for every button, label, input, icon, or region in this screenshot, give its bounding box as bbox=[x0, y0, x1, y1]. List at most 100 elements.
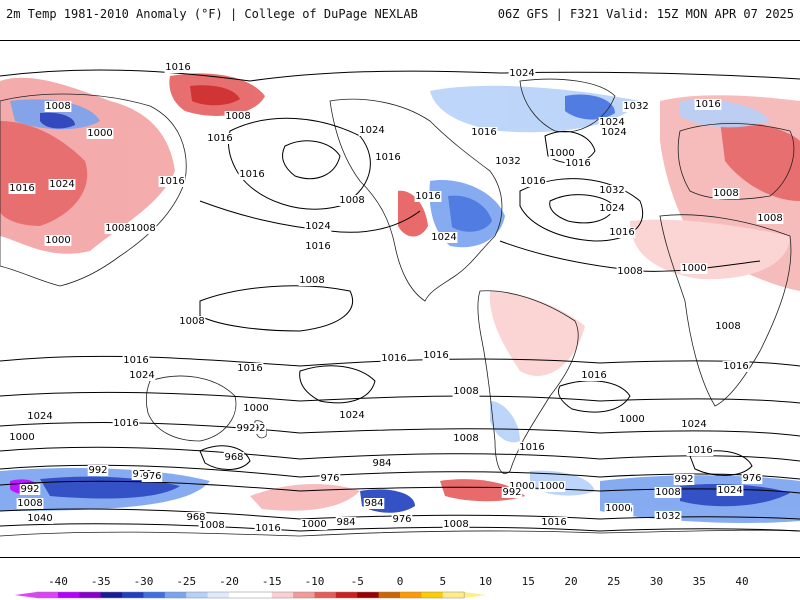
isobar-label-greenland-b: 1016 bbox=[565, 158, 590, 169]
isobar-label-australia-west: 1016 bbox=[123, 355, 148, 366]
isobar-label-bg-philippines bbox=[129, 223, 157, 234]
isobar-label-bg-australia-west bbox=[122, 355, 150, 366]
isobar-label-bg-south-pacific-a bbox=[236, 363, 264, 374]
isobar-label-bg-drake-b bbox=[518, 442, 546, 453]
isobar-1008-north-pacific bbox=[199, 285, 353, 332]
legend-tick-label: 30 bbox=[650, 575, 663, 588]
isobar-label-bg-antarctic-k bbox=[654, 487, 682, 498]
isobar-label-bg-southern-ocean-c bbox=[235, 423, 257, 434]
isobar-label-antarctic-o: 1000 bbox=[605, 503, 630, 514]
warm-anomaly-rockies bbox=[398, 190, 428, 237]
legend-color-bin bbox=[229, 592, 251, 598]
isobar-label-greenland: 1000 bbox=[549, 148, 574, 159]
warm-anomaly-east-siberia-core bbox=[190, 85, 240, 106]
isobar-label-bg-north-atlantic-top bbox=[508, 68, 536, 79]
isobar-label-canaries: 1016 bbox=[609, 227, 634, 238]
legend-color-bin bbox=[122, 592, 144, 598]
isobar-label-southern-ocean-c: 992 bbox=[236, 423, 255, 434]
isobar-label-bg-weddell bbox=[501, 487, 523, 498]
isobar-label-bg-tasman bbox=[112, 418, 140, 429]
legend-color-bin bbox=[400, 592, 422, 598]
isobar-label-bg-west-antarctic-e bbox=[87, 465, 109, 476]
coast-north-america bbox=[329, 98, 503, 302]
isobar-label-tasman: 1016 bbox=[113, 418, 138, 429]
coast-europe bbox=[677, 123, 795, 200]
isobar-label-bg-new-guinea bbox=[178, 316, 206, 327]
isobar-label-weddell: 992 bbox=[502, 487, 521, 498]
isobar-label-antarctic-f: 1008 bbox=[199, 520, 224, 531]
isobar-label-south-pacific-high: 1024 bbox=[339, 410, 364, 421]
isobar-label-antarctic-k: 1008 bbox=[655, 487, 680, 498]
legend-color-bin bbox=[293, 592, 315, 598]
legend-color-bin bbox=[378, 592, 401, 598]
isobar-label-central-pacific: 1008 bbox=[299, 275, 324, 286]
legend-max-extension bbox=[464, 592, 487, 598]
legend-color-bin bbox=[442, 592, 465, 598]
legend-color-bin bbox=[36, 592, 59, 598]
legend-tick-label: 35 bbox=[693, 575, 706, 588]
isobar-label-bg-antarctic-h bbox=[442, 519, 470, 530]
isobar-label-bg-east-africa bbox=[714, 321, 742, 332]
isobar-label-south-china: 1000 bbox=[45, 235, 70, 246]
legend-tick-label: 10 bbox=[479, 575, 492, 588]
isobar-1032-north-pacific-high bbox=[282, 140, 341, 180]
isobar-label-alaska: 1008 bbox=[45, 101, 70, 112]
isobar-label-west-antarctic-a: 992 bbox=[20, 484, 39, 495]
isobar-label-bg-asia-central bbox=[712, 188, 740, 199]
isobar-1000-greenland bbox=[544, 130, 596, 164]
isobar-label-hudson: 1016 bbox=[471, 127, 496, 138]
isobar-label-bg-indian-ocean-a bbox=[26, 411, 54, 422]
isobar-label-east-asia-a: 1016 bbox=[9, 183, 34, 194]
legend-color-bin bbox=[164, 592, 187, 598]
isobar-1024-south-indian bbox=[558, 380, 631, 413]
isobar-label-bg-west-antarctic-c bbox=[26, 513, 54, 524]
coast-greenland bbox=[519, 78, 616, 133]
legend-color-bin bbox=[314, 592, 337, 598]
isobar-label-bg-southern-ocean-d bbox=[223, 452, 245, 463]
isobar-label-southern-ocean-b: 984 bbox=[372, 458, 391, 469]
isobar-label-bg-indian-ocean-b bbox=[8, 432, 36, 443]
isobar-label-east-asia-b: 1024 bbox=[49, 179, 74, 190]
isobar-label-layer: 1016 1024 1008 1000 1008 1016 1016 1024 1008 1016… bbox=[8, 62, 784, 534]
isobar-label-bg-south-atlantic-b bbox=[618, 414, 646, 425]
isobar-label-asia-central: 1008 bbox=[713, 188, 738, 199]
isobar-label-bg-china bbox=[104, 223, 132, 234]
map-title: 2m Temp 1981-2010 Anomaly (°F) | College… bbox=[6, 7, 418, 21]
isobar-label-drake-b: 1016 bbox=[519, 442, 544, 453]
isobar-1024-south-pacific bbox=[299, 365, 376, 404]
isobar-label-bg-north-pacific-c bbox=[304, 241, 332, 252]
isobar-label-bg-antarctic-b bbox=[185, 512, 207, 523]
isobar-label-rockies: 1016 bbox=[415, 191, 440, 202]
legend-color-bin bbox=[207, 592, 230, 598]
isobar-label-bg-antarctic-c bbox=[391, 514, 413, 525]
isobar-label-china: 1008 bbox=[105, 223, 130, 234]
isobar-label-canada-west: 1024 bbox=[359, 125, 384, 136]
isobar-label-southern-ocean-e: 976 bbox=[320, 473, 339, 484]
isobar-label-bg-chile bbox=[422, 350, 450, 361]
isobar-label-gulf: 1024 bbox=[431, 232, 456, 243]
legend-bar-outline bbox=[36, 591, 465, 599]
isobar-label-antarctic-h: 1008 bbox=[443, 519, 468, 530]
isobar-976-low-east bbox=[689, 450, 753, 476]
legend-color-bin bbox=[143, 592, 166, 598]
isobar-label-bg-great-lakes bbox=[494, 156, 522, 167]
isobar-label-north-pacific-a: 1016 bbox=[239, 169, 264, 180]
isobar-label-bg-europe-east bbox=[694, 99, 722, 110]
isobar-label-bg-canada-mid bbox=[374, 152, 402, 163]
isobar-label-bg-hudson bbox=[470, 127, 498, 138]
isobar-label-bg-antarctic-o bbox=[604, 503, 632, 514]
isobar-label-bg-antarctic-f bbox=[198, 520, 226, 531]
isobar-label-australia-south: 1024 bbox=[129, 370, 154, 381]
isobar-label-africa-central: 1000 bbox=[681, 263, 706, 274]
isobar-976-south bbox=[0, 480, 800, 494]
isobar-label-bg-africa-central bbox=[680, 263, 708, 274]
legend-tick-label: -15 bbox=[262, 575, 282, 588]
warm-anomaly-shading bbox=[0, 73, 800, 511]
isobar-label-bg-atlantic-a bbox=[519, 176, 547, 187]
isobar-label-bg-antarctic-l bbox=[716, 485, 744, 496]
isobar-label-bg-north-pacific-high bbox=[338, 195, 366, 206]
isobar-label-bg-south-china bbox=[44, 235, 72, 246]
legend-svg: -40 -35 -30 -25 -20 -15 -10 -5 0 5 10 15 20 25 30 35 40 bbox=[14, 575, 749, 599]
isobar-label-south-pacific-a: 1016 bbox=[237, 363, 262, 374]
isobar-label-south-africa: 1016 bbox=[723, 361, 748, 372]
